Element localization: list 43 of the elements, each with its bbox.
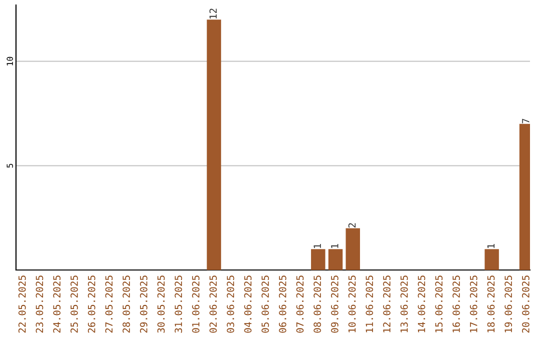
x-tick-label: 03.06.2025 (226, 276, 234, 333)
x-tick-label: 24.05.2025 (53, 276, 61, 333)
x-tick-label: 05.06.2025 (262, 276, 269, 333)
x-tick-label: 16.06.2025 (452, 276, 460, 332)
x-tick-label: 28.05.2025 (122, 276, 130, 333)
bar (206, 20, 222, 270)
data-label: 1 (331, 244, 338, 248)
x-tick-label: 23.05.2025 (36, 276, 44, 333)
x-tick-label: 17.06.2025 (470, 276, 478, 332)
x-tick-label: 30.05.2025 (157, 276, 165, 333)
x-tick-label: 12.06.2025 (383, 276, 390, 332)
x-tick-label: 02.06.2025 (209, 276, 217, 333)
x-tick-label: 22.05.2025 (18, 276, 26, 333)
x-tick-label: 29.05.2025 (140, 276, 148, 333)
y-tick-label: 10 (6, 56, 13, 66)
x-tick-label: 14.06.2025 (418, 276, 426, 332)
bar (328, 249, 343, 270)
x-tick-label: 10.06.2025 (348, 276, 356, 332)
x-tick-label: 27.05.2025 (105, 276, 113, 333)
x-tick-label: 31.05.2025 (174, 276, 182, 333)
x-tick-label: 18.06.2025 (487, 276, 495, 332)
data-label: 12 (209, 8, 217, 18)
x-tick-label: 19.06.2025 (504, 276, 512, 332)
bar (484, 249, 499, 270)
x-tick-label: 01.06.2025 (192, 276, 200, 333)
x-tick-label: 26.05.2025 (88, 276, 96, 333)
x-tick-label: 13.06.2025 (400, 276, 408, 332)
x-tick-label: 08.06.2025 (314, 276, 321, 333)
data-label: 2 (348, 223, 356, 228)
data-label: 7 (522, 118, 530, 124)
x-tick-label: 15.06.2025 (435, 276, 443, 332)
bar (346, 228, 360, 270)
x-tick-label: 25.05.2025 (70, 276, 78, 333)
data-label: 1 (314, 244, 321, 248)
y-tick-label: 5 (6, 164, 13, 168)
x-tick-label: 11.06.2025 (366, 276, 374, 332)
x-tick-label: 20.06.2025 (522, 276, 530, 333)
x-tick-label: 06.06.2025 (278, 276, 286, 333)
bar (311, 249, 326, 270)
x-tick-label: 04.06.2025 (244, 276, 252, 333)
data-label: 1 (487, 244, 495, 248)
x-tick-label: 07.06.2025 (296, 276, 304, 333)
x-tick-label: 09.06.2025 (331, 276, 338, 333)
